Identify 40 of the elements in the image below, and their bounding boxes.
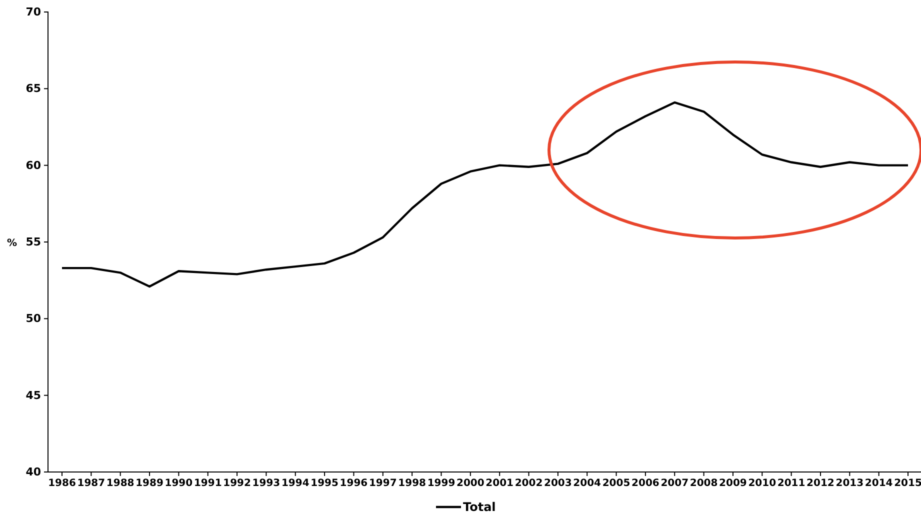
- x-tick-label: 2002: [514, 478, 543, 490]
- x-tick-label: 1987: [77, 478, 106, 490]
- x-tick-label: 1989: [136, 478, 164, 490]
- x-tick-label: 2000: [456, 478, 484, 490]
- x-tick-label: 2003: [544, 478, 572, 490]
- x-tick-label: 2001: [486, 478, 514, 490]
- x-tick-label: 2013: [836, 478, 864, 490]
- y-tick-label: 55: [26, 236, 41, 249]
- x-tick-label: 2012: [806, 478, 834, 490]
- x-tick-label: 1988: [106, 478, 134, 490]
- x-tick-label: 1991: [194, 478, 222, 490]
- x-tick-label: 1993: [252, 478, 280, 490]
- x-tick-label: 2004: [573, 478, 602, 490]
- line-series: [60, 101, 910, 288]
- x-tick-label: 1996: [340, 478, 368, 490]
- x-tick-label: 1990: [164, 478, 193, 490]
- x-tick-label: 2007: [660, 478, 689, 490]
- x-tick-label: 2009: [719, 478, 747, 490]
- x-tick-label: 2011: [777, 478, 806, 490]
- x-tick-label: 1994: [281, 478, 310, 490]
- y-tick-label: 45: [26, 388, 41, 402]
- legend-label: Total: [463, 500, 496, 514]
- x-tick-label: 2015: [894, 478, 921, 490]
- x-tick-label: 2006: [632, 478, 660, 490]
- x-tick-label: 1998: [398, 478, 426, 490]
- y-axis-title: %: [6, 238, 18, 249]
- y-tick-label: 70: [26, 6, 42, 19]
- y-tick-label: 65: [26, 82, 41, 96]
- y-tick-label: 50: [26, 312, 42, 326]
- x-tick-label: 1995: [310, 478, 339, 490]
- y-tick-label: 40: [26, 466, 42, 479]
- x-tick-label: 1999: [427, 478, 456, 490]
- x-tick-label: 2005: [602, 478, 630, 490]
- x-tick-label: 1997: [368, 478, 397, 490]
- x-tick-label: 1992: [223, 478, 251, 490]
- x-tick-label: 2010: [748, 478, 776, 490]
- x-tick-label: 1986: [48, 478, 76, 490]
- y-tick-label: 60: [26, 158, 42, 172]
- x-tick-label: 2014: [864, 478, 893, 490]
- x-tick-label: 2008: [690, 478, 718, 490]
